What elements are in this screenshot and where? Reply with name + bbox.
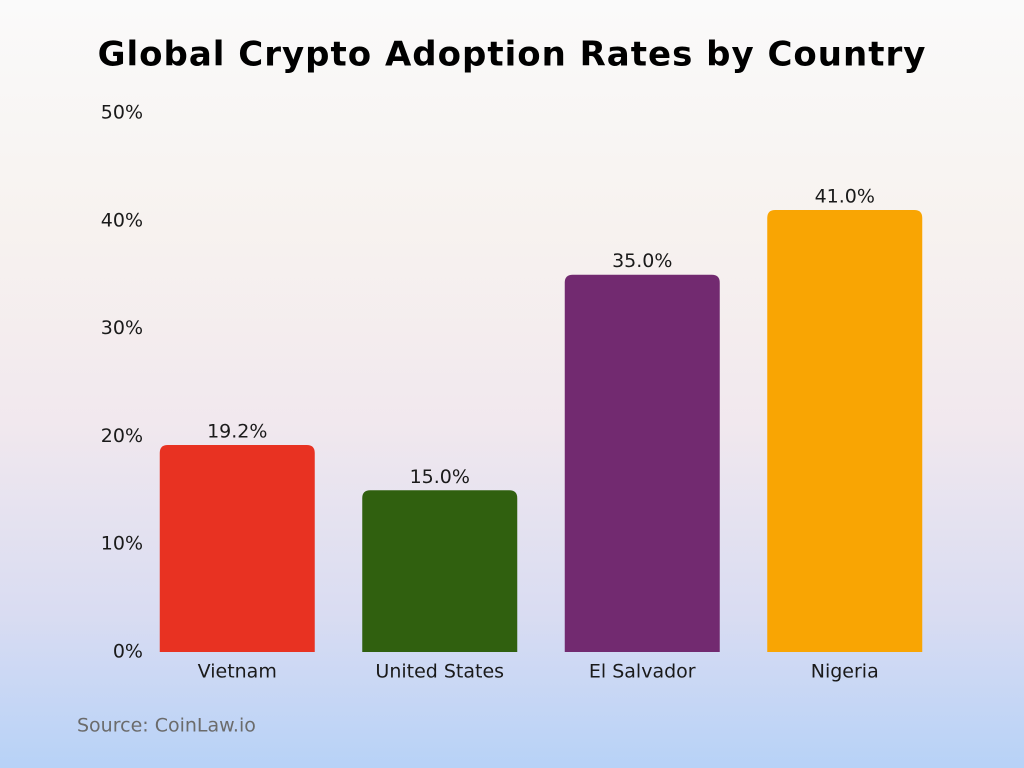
bar [564,274,720,652]
y-tick-label: 20% [101,425,143,447]
y-tick-label: 40% [101,209,143,231]
bar [362,490,518,652]
y-tick-label: 10% [101,533,143,555]
x-tick-label: Nigeria [811,661,879,683]
value-label: 41.0% [815,186,875,208]
source-note: Source: CoinLaw.io [77,715,256,737]
bar [159,445,315,652]
y-tick-label: 50% [101,102,143,124]
x-tick-label: El Salvador [589,661,696,683]
value-label: 19.2% [207,421,267,443]
y-tick-label: 30% [101,317,143,339]
x-tick-label: United States [375,661,504,683]
value-label: 35.0% [612,250,672,272]
bar [767,210,923,652]
x-tick-label: Vietnam [198,661,277,683]
value-label: 15.0% [410,466,470,488]
chart-title: Global Crypto Adoption Rates by Country [98,35,927,75]
y-tick-label: 0% [113,641,143,663]
